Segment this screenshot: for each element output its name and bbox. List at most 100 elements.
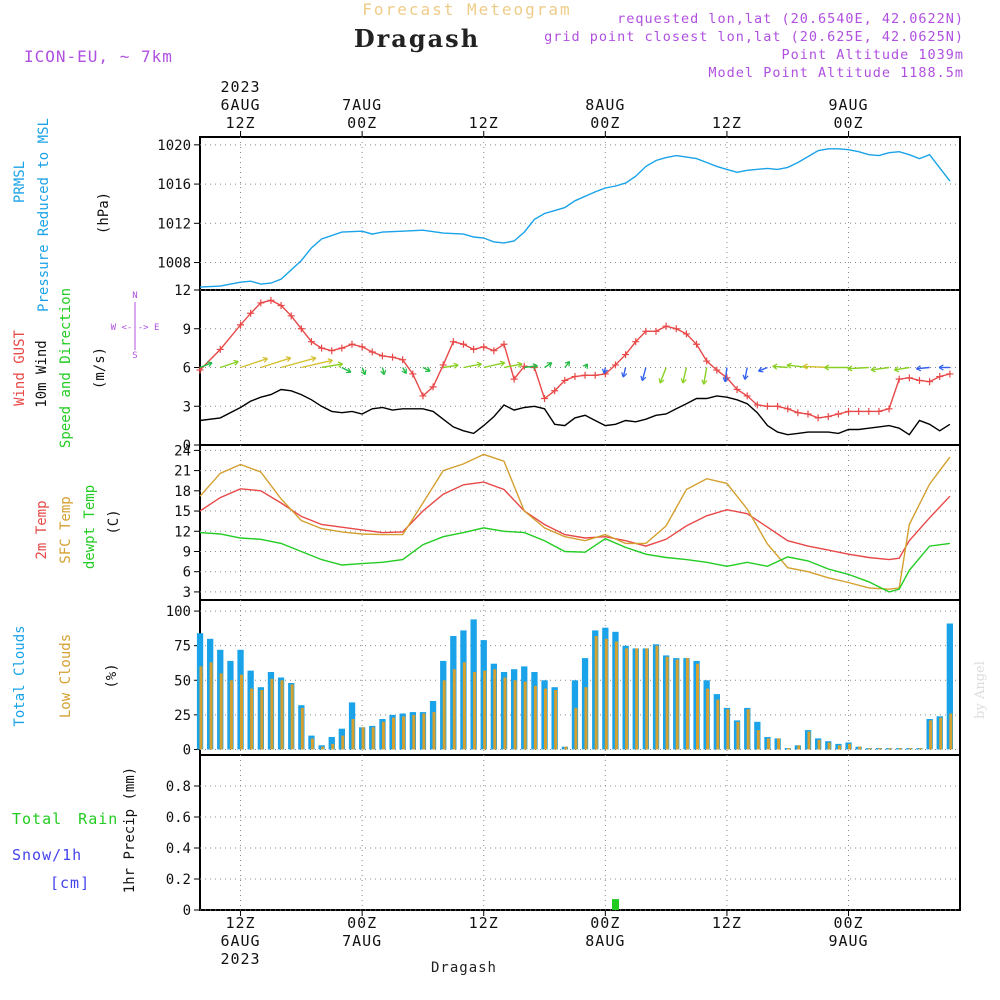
gust-marker bbox=[409, 370, 417, 378]
wind-vector-head bbox=[582, 363, 589, 369]
time-label: 00Z bbox=[347, 914, 377, 932]
wind-vector bbox=[544, 362, 553, 369]
temperature-tick-label: 6 bbox=[183, 565, 191, 581]
wind-tick-label: 6 bbox=[183, 361, 191, 377]
low-clouds-bar bbox=[402, 716, 406, 750]
gust-marker bbox=[449, 338, 457, 346]
low-clouds-bar bbox=[229, 680, 233, 750]
low-clouds-bar bbox=[858, 746, 862, 750]
pressure-labels: PRMSL Pressure Reduced to MSL (hPa) bbox=[12, 118, 112, 312]
wind-vector-head bbox=[401, 368, 407, 375]
gust-marker bbox=[429, 383, 437, 391]
gust-marker bbox=[216, 345, 224, 353]
wind-vector bbox=[503, 363, 523, 369]
low-clouds-bar bbox=[523, 681, 527, 750]
low-clouds-bar bbox=[635, 648, 639, 750]
precipitation-tick-label: 0.4 bbox=[166, 841, 191, 857]
low-clouds-bar bbox=[513, 680, 517, 750]
wind-vector bbox=[659, 367, 667, 384]
gust-marker bbox=[500, 340, 508, 348]
time-label: 12Z bbox=[712, 114, 742, 132]
gust-marker bbox=[845, 407, 853, 415]
low-clouds-bar bbox=[493, 669, 497, 750]
wind-vector-head bbox=[824, 364, 830, 371]
wind-vector-head bbox=[380, 369, 387, 376]
low-clouds-bar bbox=[929, 720, 933, 750]
2m-temp-line bbox=[199, 481, 951, 561]
low-clouds-bar bbox=[351, 719, 355, 750]
low-clouds-bar bbox=[675, 659, 679, 750]
time-label: 7AUG bbox=[342, 96, 382, 114]
wind-vector-head bbox=[938, 364, 944, 371]
precip-labels: Total Rain Snow/1h [cm] 1hr Precip (mm) bbox=[12, 767, 138, 893]
temp-sfc-label: SFC Temp bbox=[58, 496, 74, 563]
point-altitude: Point Altitude 1039m bbox=[781, 47, 964, 63]
gust-marker bbox=[571, 373, 579, 381]
gust-marker bbox=[774, 402, 782, 410]
gust-marker bbox=[753, 401, 761, 409]
grid-point-coordinates: grid point closest lon,lat (20.625E, 42.… bbox=[544, 29, 964, 45]
wind-vector bbox=[702, 367, 708, 385]
temperature-tick-label: 15 bbox=[174, 504, 191, 520]
low-clouds-bar bbox=[645, 648, 649, 750]
precip-unit-label: 1hr Precip (mm) bbox=[122, 767, 138, 893]
temp-unit-label: (C) bbox=[106, 509, 122, 534]
wind-vector bbox=[361, 367, 366, 375]
gust-marker bbox=[459, 340, 467, 348]
gust-marker bbox=[338, 344, 346, 352]
temp-dewpt-label: dewpt Temp bbox=[82, 485, 98, 569]
clouds-tick-label: 50 bbox=[174, 673, 191, 689]
low-clouds-bar bbox=[503, 677, 507, 750]
low-clouds-bar bbox=[432, 712, 436, 750]
gust-marker bbox=[378, 352, 386, 360]
10m-wind-line bbox=[199, 388, 951, 436]
wind-vector-head bbox=[847, 365, 853, 372]
wind-vector bbox=[443, 364, 459, 369]
gust-marker bbox=[196, 366, 204, 374]
gust-marker bbox=[672, 325, 680, 333]
gust-marker bbox=[480, 343, 488, 351]
wind-vector-head bbox=[233, 359, 239, 366]
wind-vector-head bbox=[532, 363, 538, 370]
wind-vector bbox=[341, 366, 352, 373]
precipitation-tick-label: 0 bbox=[183, 903, 191, 919]
model-point-altitude: Model Point Altitude 1188.5m bbox=[708, 65, 964, 81]
wind-vector bbox=[402, 367, 407, 374]
low-clouds-bar bbox=[625, 648, 629, 750]
gust-marker bbox=[946, 370, 954, 378]
temperature-tick-label: 9 bbox=[183, 544, 191, 560]
temperature-tick-label: 18 bbox=[174, 484, 191, 500]
time-label: 12Z bbox=[225, 914, 255, 932]
gust-marker bbox=[784, 405, 792, 413]
gust-marker bbox=[561, 376, 569, 384]
gust-marker bbox=[368, 348, 376, 356]
low-clouds-bar bbox=[280, 680, 284, 750]
pressure-tick-label: 1020 bbox=[157, 138, 191, 154]
gust-marker bbox=[510, 375, 518, 383]
low-clouds-bar bbox=[240, 674, 243, 750]
gust-marker bbox=[257, 299, 265, 307]
gust-marker bbox=[834, 410, 842, 418]
clouds-tick-label: 0 bbox=[183, 742, 191, 758]
time-label: 00Z bbox=[347, 114, 377, 132]
watermark: by Angel bbox=[973, 661, 988, 719]
low-clouds-bar bbox=[250, 688, 254, 750]
gust-marker bbox=[915, 376, 923, 384]
low-clouds-label: Low Clouds bbox=[58, 634, 74, 718]
wind-vector-head bbox=[757, 366, 764, 373]
gust-marker bbox=[703, 357, 711, 365]
gust-marker bbox=[541, 395, 549, 402]
wind-vector-head bbox=[517, 361, 523, 368]
time-label: 2023 bbox=[220, 78, 260, 96]
low-clouds-bar bbox=[483, 670, 487, 750]
gust-marker bbox=[581, 371, 589, 379]
gust-marker bbox=[642, 327, 650, 335]
wind-vector-head bbox=[658, 378, 665, 384]
low-clouds-bar bbox=[331, 743, 335, 750]
low-clouds-bar bbox=[442, 680, 446, 750]
wind-vector bbox=[803, 365, 829, 369]
wind-vector bbox=[463, 363, 482, 369]
low-clouds-bar bbox=[614, 641, 618, 750]
